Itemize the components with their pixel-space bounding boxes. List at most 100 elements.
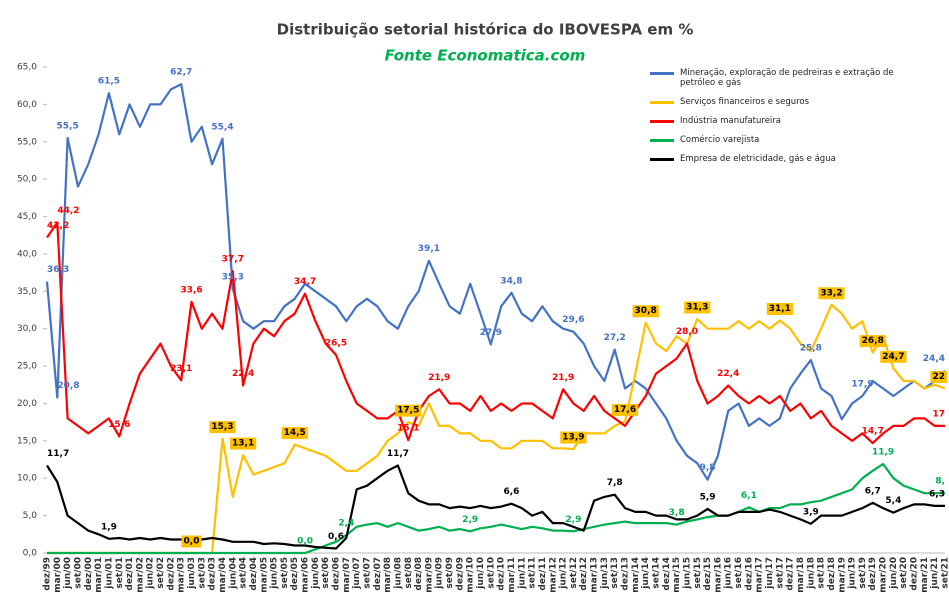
x-tick-label: dez/01 bbox=[125, 557, 135, 591]
data-label-group: 0,0 bbox=[297, 537, 313, 547]
x-tick-label: set/14 bbox=[651, 557, 661, 589]
data-label-group: 9,8 bbox=[700, 463, 716, 473]
x-tick-label: jun/01 bbox=[104, 557, 114, 590]
x-tick-label: mar/16 bbox=[713, 557, 723, 593]
x-tick-label: mar/03 bbox=[177, 557, 187, 593]
series-line bbox=[47, 462, 945, 555]
data-label-box bbox=[632, 305, 659, 318]
data-label-box bbox=[181, 535, 202, 548]
x-tick-label: set/07 bbox=[362, 557, 372, 589]
x-tick-label: set/18 bbox=[817, 557, 827, 589]
data-label-group: 28,0 bbox=[676, 327, 698, 337]
data-label-group: 3,9 bbox=[803, 507, 819, 517]
data-label-group: 35,3 bbox=[222, 273, 244, 283]
data-label-box bbox=[818, 287, 845, 300]
data-label: 29,6 bbox=[562, 315, 584, 325]
data-label: 26,8 bbox=[862, 336, 884, 346]
x-tick-label: dez/03 bbox=[208, 557, 218, 591]
data-label-group: 36,3 bbox=[47, 265, 69, 275]
x-tick-label: mar/00 bbox=[53, 557, 63, 593]
data-label: 13,1 bbox=[232, 439, 254, 449]
y-tick-label: 45,0 bbox=[17, 212, 37, 222]
data-label-group: 23,1 bbox=[170, 364, 192, 374]
data-label-group: 34,8 bbox=[500, 276, 522, 286]
data-label-box bbox=[684, 301, 711, 314]
x-tick-label: set/06 bbox=[321, 557, 331, 589]
y-tick-label: 5,0 bbox=[23, 511, 38, 521]
data-label: 28,0 bbox=[676, 327, 698, 337]
x-tick-label: set/17 bbox=[775, 557, 785, 589]
x-tick-label: mar/08 bbox=[383, 557, 393, 593]
data-label-group: 14,5 bbox=[281, 427, 308, 440]
data-label-group: 31,1 bbox=[766, 302, 793, 315]
data-label: 17,5 bbox=[397, 406, 419, 416]
data-label: 17,9 bbox=[851, 379, 873, 389]
data-label-group: 61,5 bbox=[98, 77, 120, 87]
legend-item: Indústria manufatureira bbox=[650, 116, 905, 126]
data-label: 31,3 bbox=[686, 302, 708, 312]
data-label: 36,3 bbox=[47, 265, 69, 275]
x-tick-label: mar/02 bbox=[135, 557, 145, 593]
data-label: 5,4 bbox=[885, 496, 901, 506]
y-tick-label: 40,0 bbox=[17, 249, 37, 259]
x-tick-label: set/12 bbox=[569, 557, 579, 589]
data-label-group: 17,9 bbox=[851, 379, 873, 389]
x-tick-label: jun/15 bbox=[682, 557, 692, 590]
data-label: 33,6 bbox=[180, 285, 202, 295]
x-tick-label: mar/15 bbox=[672, 557, 682, 593]
x-tick-label: mar/06 bbox=[301, 557, 311, 593]
x-tick-label: set/15 bbox=[693, 557, 703, 589]
data-label-group: 34,7 bbox=[294, 277, 316, 287]
x-tick-label: set/09 bbox=[445, 557, 455, 589]
data-label-group: 5,4 bbox=[885, 496, 901, 506]
data-label-group: 15,1 bbox=[397, 424, 419, 434]
data-label: 0,0 bbox=[184, 537, 200, 547]
data-label-box bbox=[930, 371, 947, 384]
data-label-group: 15,3 bbox=[209, 421, 236, 434]
y-tick-label: 65,0 bbox=[17, 63, 37, 73]
data-label: 2,9 bbox=[462, 515, 478, 525]
data-label-group: 13,1 bbox=[230, 437, 257, 450]
x-tick-label: mar/05 bbox=[259, 557, 269, 593]
data-label-group: 17,5 bbox=[395, 404, 422, 417]
data-label: 7,8 bbox=[607, 478, 623, 488]
x-tick-label: dez/19 bbox=[868, 557, 878, 591]
data-label: 22,4 bbox=[232, 369, 254, 379]
data-label: 27,9 bbox=[480, 328, 502, 338]
data-label-group: 6,7 bbox=[865, 486, 881, 496]
data-label: 17 bbox=[932, 409, 945, 419]
data-label-group: 39,1 bbox=[418, 244, 440, 254]
y-tick-label: 20,0 bbox=[17, 399, 37, 409]
y-tick-label: 0,0 bbox=[23, 549, 38, 559]
x-tick-label: jun/19 bbox=[848, 557, 858, 590]
data-label: 24,4 bbox=[923, 354, 945, 364]
data-label-group: 31,3 bbox=[684, 301, 711, 314]
data-label: 3,9 bbox=[803, 507, 819, 517]
legend-swatch bbox=[650, 120, 674, 123]
x-tick-label: set/01 bbox=[115, 557, 125, 589]
data-label: 24,7 bbox=[882, 352, 904, 362]
data-label-box bbox=[611, 403, 639, 416]
data-label-group: 22,4 bbox=[232, 369, 254, 379]
data-label-group: 6,6 bbox=[504, 487, 520, 497]
x-tick-label: mar/04 bbox=[218, 557, 228, 593]
data-label: 55,5 bbox=[57, 122, 79, 132]
data-label-group: 2,9 bbox=[462, 515, 478, 525]
data-label-box bbox=[395, 404, 422, 417]
data-label-group: 26,5 bbox=[325, 338, 347, 348]
legend-item: Serviços financeiros e seguros bbox=[650, 97, 905, 107]
data-label-group: 21,9 bbox=[428, 373, 450, 383]
x-tick-label: mar/10 bbox=[466, 557, 476, 593]
data-label: 3,8 bbox=[669, 508, 685, 518]
data-label: 62,7 bbox=[170, 68, 192, 78]
x-tick-label: jun/13 bbox=[600, 557, 610, 590]
data-label-box bbox=[209, 421, 236, 434]
data-label: 61,5 bbox=[98, 77, 120, 87]
x-tick-label: jun/08 bbox=[393, 557, 403, 590]
data-label-group: 3,8 bbox=[669, 508, 685, 518]
x-tick-label: jun/20 bbox=[889, 557, 899, 590]
x-tick-label: dez/02 bbox=[166, 557, 176, 591]
x-tick-label: jun/14 bbox=[641, 557, 651, 590]
